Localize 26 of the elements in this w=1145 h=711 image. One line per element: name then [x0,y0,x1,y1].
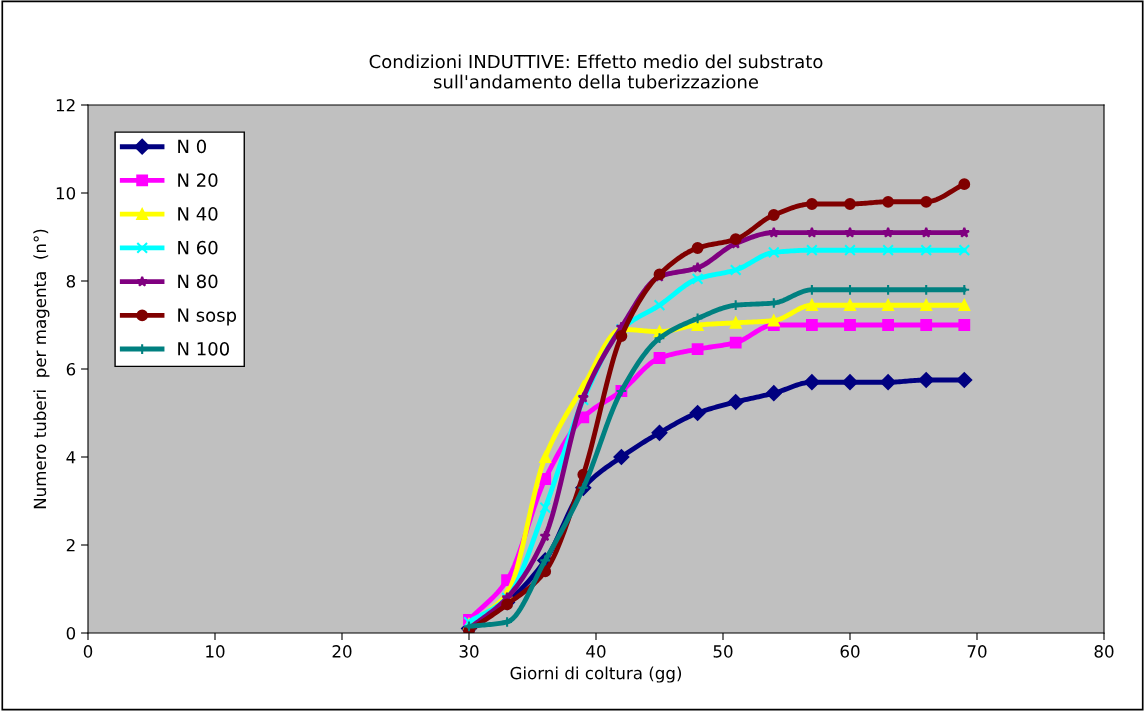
legend-label: N 60 [178,240,218,255]
legend-label: N 20 [178,173,218,188]
x-tick-label: 70 [967,645,987,658]
legend-label: N 0 [178,139,207,154]
x-tick-label: 20 [332,645,352,658]
x-tick-label: 50 [713,645,733,658]
x-tick-label: 60 [840,645,860,658]
legend-label: N 40 [178,207,218,221]
legend-label: N 100 [178,341,229,356]
y-tick-label: 8 [66,274,76,288]
y-tick-label: 12 [56,98,75,112]
legend-label: N 80 [178,274,218,289]
chart-title: Condizioni INDUTTIVE: Effetto medio del substrato sull'andamento della tuberizzazione [369,54,823,89]
y-tick-label: 4 [66,451,76,464]
y-tick-label: 0 [66,626,76,640]
x-axis-title: Giorni di coltura (gg) [510,666,682,683]
legend-label: N sosp [178,308,237,326]
x-tick-label: 0 [83,645,93,658]
x-tick-label: 30 [459,645,479,658]
x-tick-label: 80 [1094,645,1114,658]
y-tick-label: 2 [66,538,75,552]
x-tick-label: 40 [586,645,606,658]
y-tick-label: 6 [66,362,76,376]
y-tick-label: 10 [56,186,76,200]
x-tick-label: 10 [206,645,225,658]
y-axis-title: Numero tuberi per magenta (n°) [33,229,50,509]
